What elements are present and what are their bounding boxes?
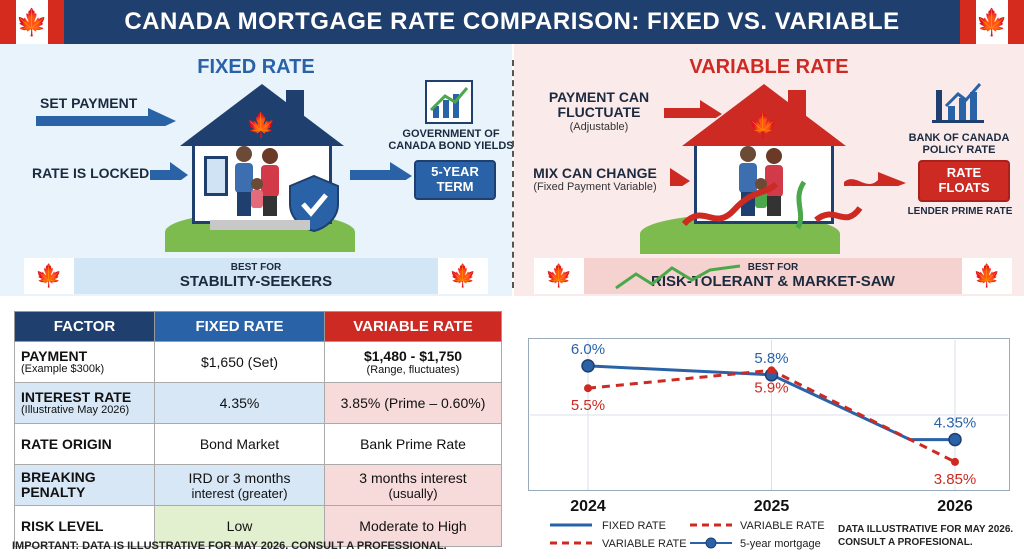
- mix-sub: (Fixed Payment Variable): [533, 181, 657, 194]
- table-header-row: FACTOR FIXED RATE VARIABLE RATE: [14, 311, 502, 342]
- fixed-rate-panel: FIXED RATE SET PAYMENT RATE IS LOCKED 🍁: [0, 44, 514, 296]
- disclaimer-line1: DATA ILLUSTRATIVE FOR MAY 2026.: [838, 524, 1014, 535]
- maple-leaf-icon: 🍁: [534, 258, 584, 294]
- mix-change-label: MIX CAN CHANGE (Fixed Payment Variable): [528, 165, 662, 194]
- maple-leaf-icon: 🍁: [975, 7, 1009, 37]
- shield-check-icon: [289, 174, 339, 232]
- maple-leaf-icon: 🍁: [748, 112, 778, 139]
- legend-fixed-label: FIXED RATE: [602, 520, 666, 532]
- variable-cell: $1,480 - $1,750 (Range, fluctuates): [324, 341, 502, 383]
- house-roof: [180, 84, 344, 146]
- factor-cell: INTEREST RATE (Illustrative May 2026): [14, 382, 155, 424]
- prime-rate-label: LENDER PRIME RATE: [907, 206, 1013, 217]
- banner-big-text: STABILITY-SEEKERS: [179, 273, 333, 290]
- fixed-cell: Bond Market: [154, 423, 325, 465]
- legend-swatches-left: [550, 523, 592, 545]
- maple-leaf-icon: 🍁: [246, 112, 276, 139]
- banner-small-text: BEST FOR: [747, 262, 799, 273]
- policy-rate-label: BANK OF CANADA POLICY RATE: [908, 132, 1010, 157]
- maple-leaf-icon: 🍁: [15, 7, 49, 37]
- legend-five-year-marker: [705, 537, 717, 549]
- float-arrow-icon: [844, 172, 906, 186]
- factor-cell: RISK LEVEL: [14, 505, 155, 547]
- payment-fluctuate-label: PAYMENT CAN FLUCTUATE (Adjustable): [540, 89, 658, 133]
- fixed-cell: Low: [154, 505, 325, 547]
- legend-five-year-label: 5-year mortgage: [740, 538, 821, 550]
- rate-chart-frame: [528, 338, 1010, 491]
- table-row: BREAKING PENALTY IRD or 3 months interest…: [14, 464, 502, 506]
- maple-leaf-icon: 🍁: [962, 258, 1012, 294]
- wavy-arrows-icon: [681, 180, 863, 230]
- x-tick-label: 2024: [570, 498, 606, 515]
- rising-chart-icon: [425, 80, 473, 124]
- legend-swatches-right: [690, 523, 732, 549]
- house-roof: [682, 84, 846, 146]
- variable-cell: 3.85% (Prime – 0.60%): [324, 382, 502, 424]
- x-tick-label: 2025: [754, 498, 790, 515]
- maple-leaf-icon: 🍁: [438, 258, 488, 294]
- five-year-term-box: 5-YEAR TERM: [414, 160, 496, 200]
- factor-cell: RATE ORIGIN: [14, 423, 155, 465]
- banner-big-text: RISK-TOLERANT & MARKET-SAW: [651, 273, 895, 290]
- table-row: PAYMENT (Example $300k) $1,650 (Set) $1,4…: [14, 341, 502, 383]
- x-tick-label: 2026: [937, 498, 973, 515]
- family-illustration: [232, 144, 282, 218]
- table-row: INTEREST RATE (Illustrative May 2026) 4.3…: [14, 382, 502, 424]
- fixed-cell: 4.35%: [154, 382, 325, 424]
- porch-steps: [210, 220, 310, 230]
- fixed-panel-title: FIXED RATE: [197, 56, 315, 78]
- table-row: RISK LEVEL Low Moderate to High: [14, 505, 502, 547]
- page-title: CANADA MORTGAGE RATE COMPARISON: FIXED V…: [124, 8, 900, 35]
- header-fixed: FIXED RATE: [154, 311, 325, 342]
- panel-divider: [512, 60, 514, 288]
- legend-variable-label-b: VARIABLE RATE: [602, 538, 687, 550]
- term-arrow-icon: [350, 162, 412, 180]
- fixed-cell: IRD or 3 months interest (greater): [154, 464, 325, 506]
- rate-locked-label: RATE IS LOCKED: [32, 165, 150, 181]
- canada-flag-right: 🍁: [960, 0, 1024, 44]
- table-footnote: IMPORTANT: DATA IS ILLUSTRATIVE FOR MAY …: [12, 540, 447, 552]
- canada-flag-left: 🍁: [0, 0, 64, 44]
- mix-arrow-icon: [670, 168, 690, 186]
- variable-cell: Bank Prime Rate: [324, 423, 502, 465]
- comparison-table: FACTOR FIXED RATE VARIABLE RATE PAYMENT(…: [14, 311, 502, 547]
- payment-sub: (Adjustable): [569, 120, 629, 133]
- banner-small-text: BEST FOR: [230, 262, 282, 273]
- maple-leaf-icon: 🍁: [24, 258, 74, 294]
- header-bar: 🍁 CANADA MORTGAGE RATE COMPARISON: FIXED…: [0, 0, 1024, 44]
- legend-variable-label-a: VARIABLE RATE: [740, 520, 825, 532]
- bond-yields-label: GOVERNMENT OF CANADA BOND YIELDS: [388, 128, 514, 153]
- payment-line1: PAYMENT CAN: [548, 89, 650, 105]
- variable-cell: Moderate to High: [324, 505, 502, 547]
- header-variable: VARIABLE RATE: [324, 311, 502, 342]
- mix-line: MIX CAN CHANGE: [533, 165, 657, 181]
- header-factor: FACTOR: [14, 311, 155, 342]
- chart-disclaimer: DATA ILLUSTRATIVE FOR MAY 2026. CONSULT …: [838, 523, 1013, 549]
- rate-locked-arrow-icon: [150, 162, 188, 180]
- trend-line-icon: [615, 264, 741, 290]
- fixed-cell: $1,650 (Set): [154, 341, 325, 383]
- variable-best-for-banner: 🍁 BEST FOR RISK-TOLERANT & MARKET-SAW 🍁: [534, 258, 1012, 294]
- factor-cell: PAYMENT (Example $300k): [14, 341, 155, 383]
- window: [204, 156, 228, 196]
- chimney: [788, 90, 806, 120]
- payment-line2: FLUCTUATE: [557, 104, 641, 121]
- rate-floats-box: RATE FLOATS: [918, 160, 1010, 202]
- chimney: [286, 90, 304, 120]
- disclaimer-line2: CONSULT A PROFESIONAL.: [838, 537, 973, 548]
- variable-cell: 3 months interest (usually): [324, 464, 502, 506]
- table-row: RATE ORIGIN Bond Market Bank Prime Rate: [14, 423, 502, 465]
- factor-cell: BREAKING PENALTY: [14, 464, 155, 506]
- bank-growth-icon: [932, 83, 984, 123]
- variable-panel-title: VARIABLE RATE: [689, 56, 849, 78]
- set-payment-label: SET PAYMENT: [40, 95, 138, 111]
- fixed-best-for-banner: 🍁 BEST FOR STABILITY-SEEKERS 🍁: [24, 258, 488, 294]
- set-payment-arrow-icon: [36, 108, 176, 126]
- variable-rate-panel: VARIABLE RATE PAYMENT CAN FLUCTUATE (Adj…: [514, 44, 1024, 296]
